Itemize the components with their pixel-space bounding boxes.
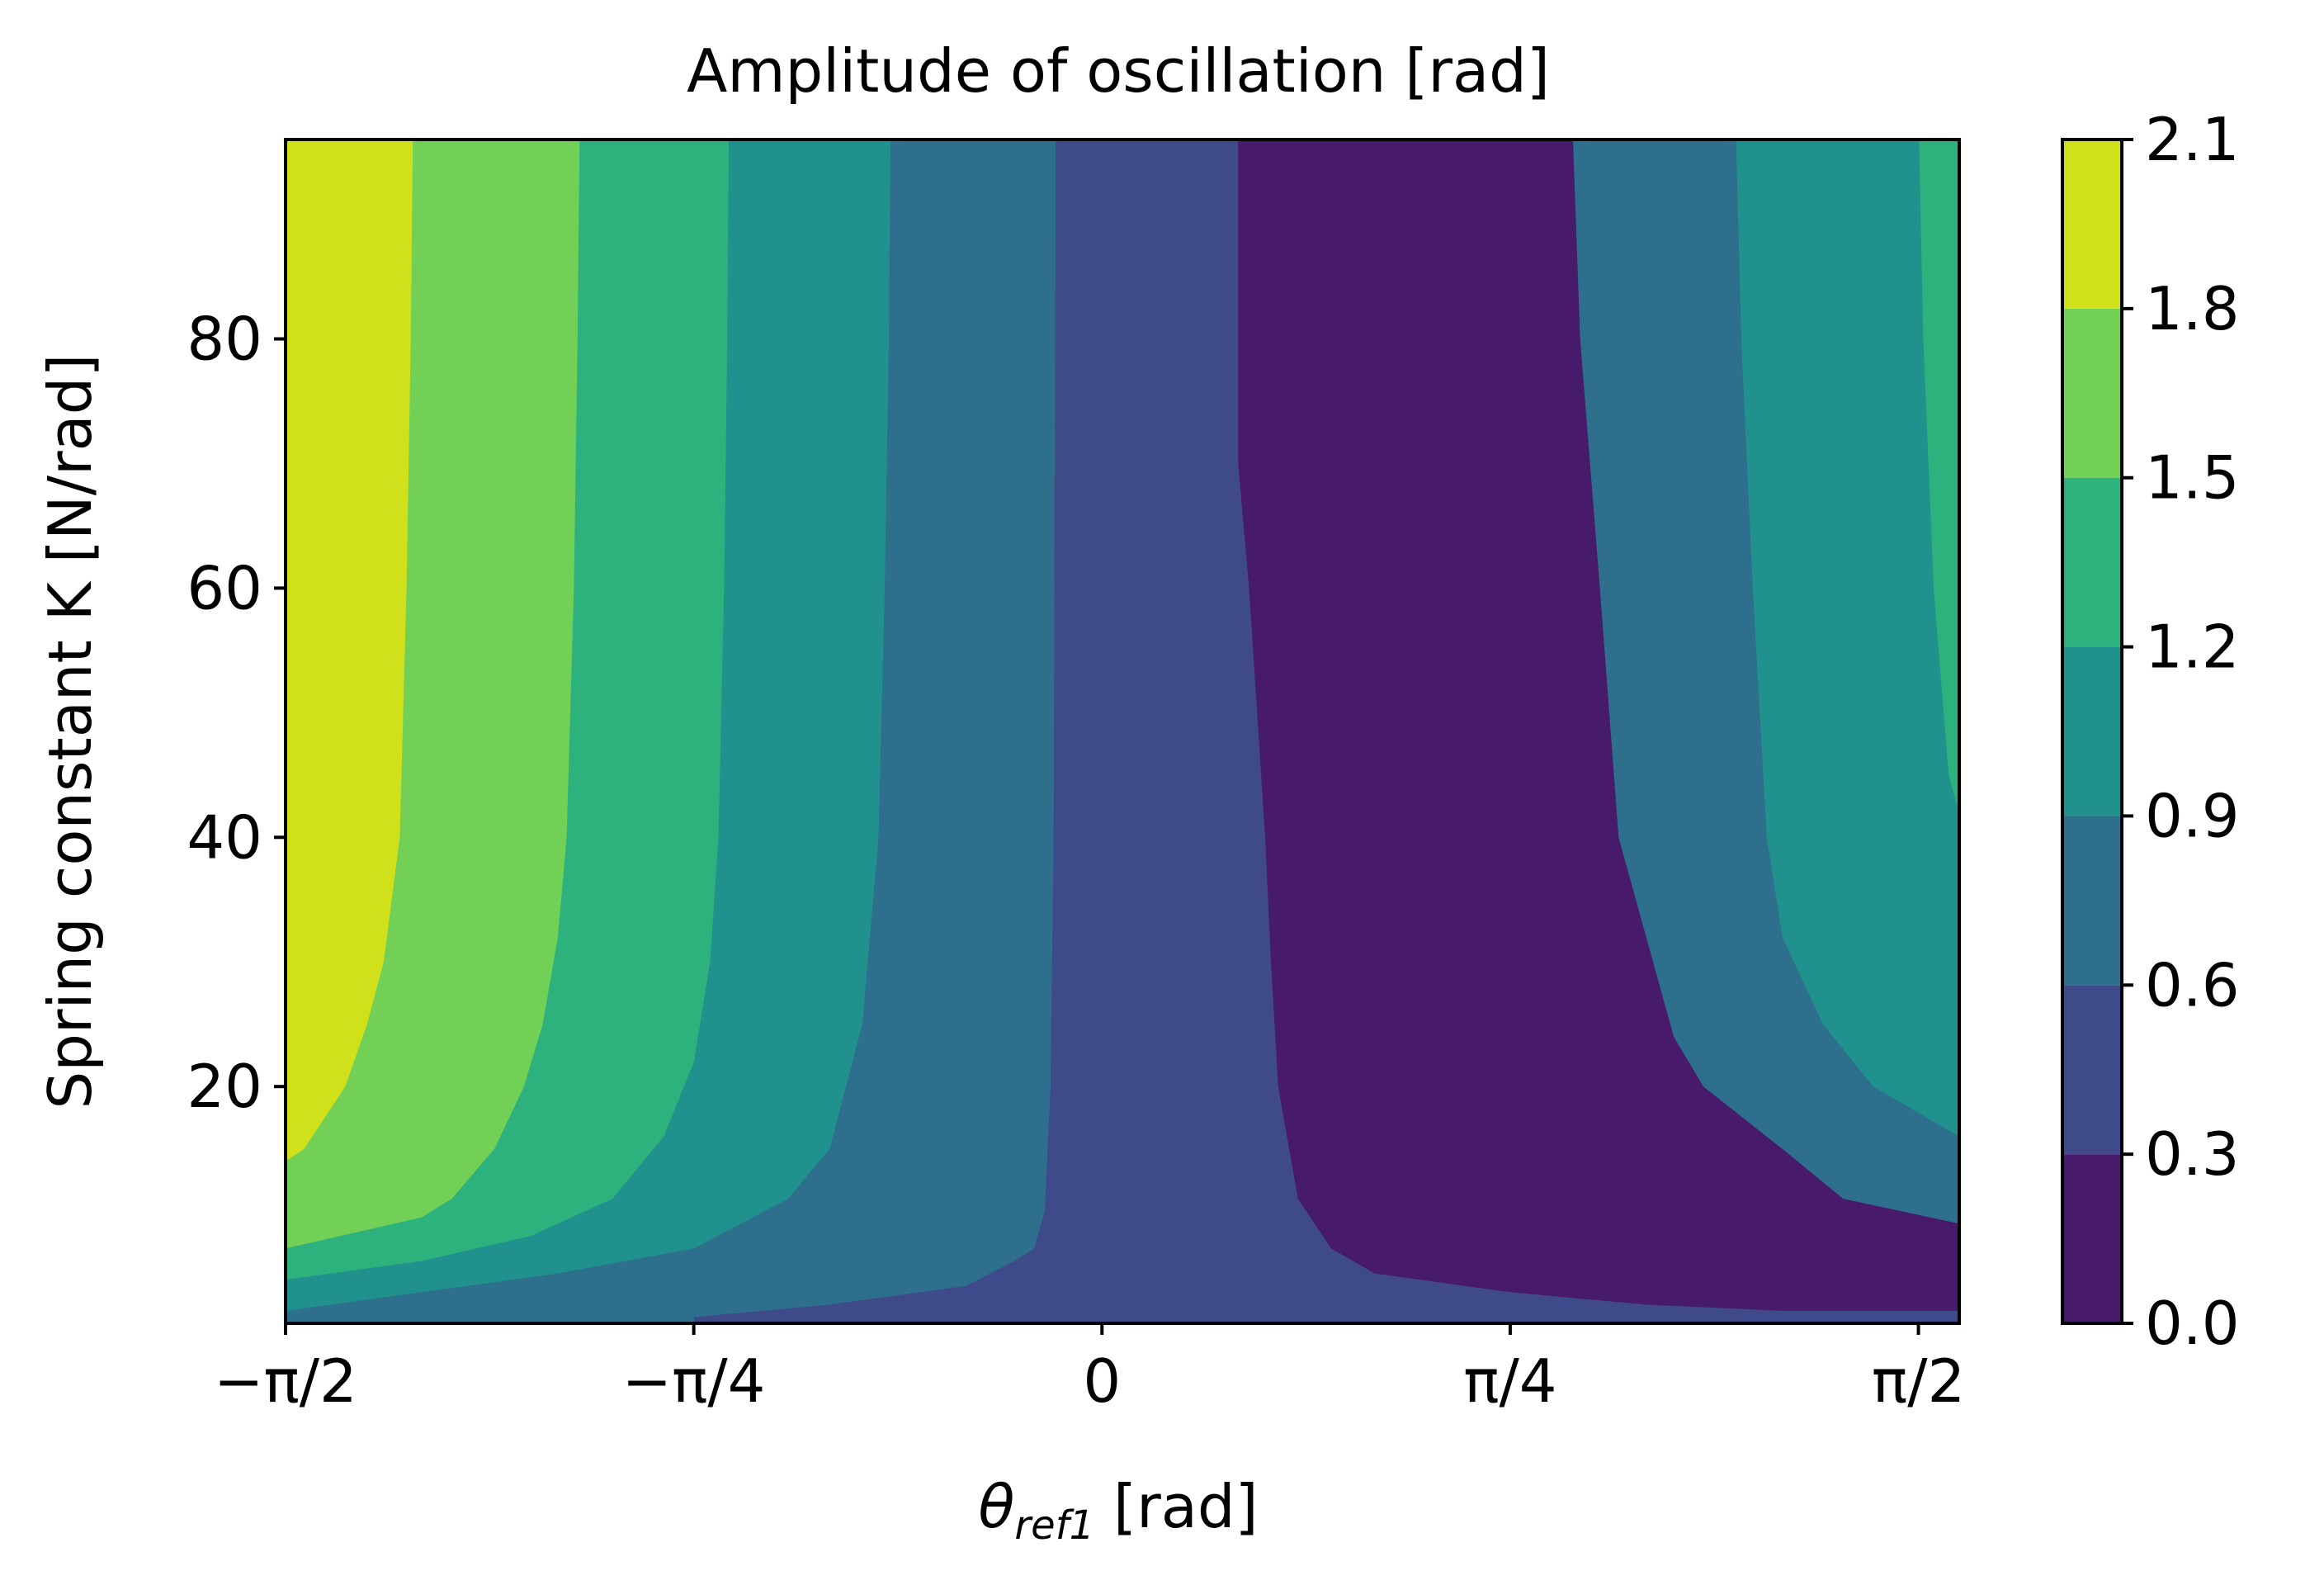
colorbar-frame xyxy=(2061,138,2123,1325)
colorbar-tick-label: 1.2 xyxy=(2145,613,2240,682)
colorbar-segment xyxy=(2062,477,2122,647)
x-axis: −π/2 −π/4 0 π/4 π/2 xyxy=(214,1323,1965,1416)
x-tick-label: π/4 xyxy=(1463,1346,1556,1416)
colorbar-tick-label: 1.5 xyxy=(2145,443,2240,513)
contour-band-8 xyxy=(286,140,413,1162)
x-axis-label-subscript: ref1 xyxy=(1014,1502,1094,1549)
x-tick-label: −π/4 xyxy=(622,1346,766,1416)
x-tick-label: π/2 xyxy=(1872,1346,1965,1416)
x-axis-label-symbol: θ xyxy=(978,1472,1014,1541)
y-axis: 20 40 60 80 xyxy=(187,305,286,1121)
x-tick-label: 0 xyxy=(1083,1346,1121,1416)
y-tick-label: 80 xyxy=(187,305,262,374)
colorbar-segment xyxy=(2062,308,2122,478)
colorbar xyxy=(2062,140,2122,1323)
contour-band-3 xyxy=(1919,140,1959,813)
colorbar-tick-label: 2.1 xyxy=(2145,105,2240,174)
colorbar-segment xyxy=(2062,1154,2122,1323)
colorbar-segment xyxy=(2062,816,2122,986)
colorbar-segment xyxy=(2062,646,2122,816)
colorbar-tick-label: 1.8 xyxy=(2145,274,2240,343)
colorbar-segment xyxy=(2062,140,2122,309)
y-tick-label: 40 xyxy=(187,802,262,872)
x-axis-label-unit: [rad] xyxy=(1094,1472,1259,1541)
x-tick-label: −π/2 xyxy=(214,1346,357,1416)
contour-band-2 xyxy=(1736,140,1959,1137)
colorbar-tick-label: 0.3 xyxy=(2145,1119,2240,1189)
colorbar-tick-label: 0.6 xyxy=(2145,950,2240,1020)
x-axis-label: θref1 [rad] xyxy=(978,1472,1258,1549)
colorbar-tick-label: 0.9 xyxy=(2145,781,2240,850)
y-axis-label: Spring constant K [N/rad] xyxy=(35,354,105,1110)
y-tick-label: 60 xyxy=(187,553,262,622)
colorbar-ticks: 0.0 0.3 0.6 0.9 1.2 1.5 1.8 2.1 xyxy=(2122,105,2240,1358)
colorbar-segment xyxy=(2062,985,2122,1155)
plot-frame xyxy=(284,138,1961,1325)
plot-area xyxy=(286,140,1959,1323)
colorbar-tick-label: 0.0 xyxy=(2145,1289,2240,1358)
chart-title: Amplitude of oscillation [rad] xyxy=(687,36,1550,106)
y-tick-label: 20 xyxy=(187,1052,262,1121)
